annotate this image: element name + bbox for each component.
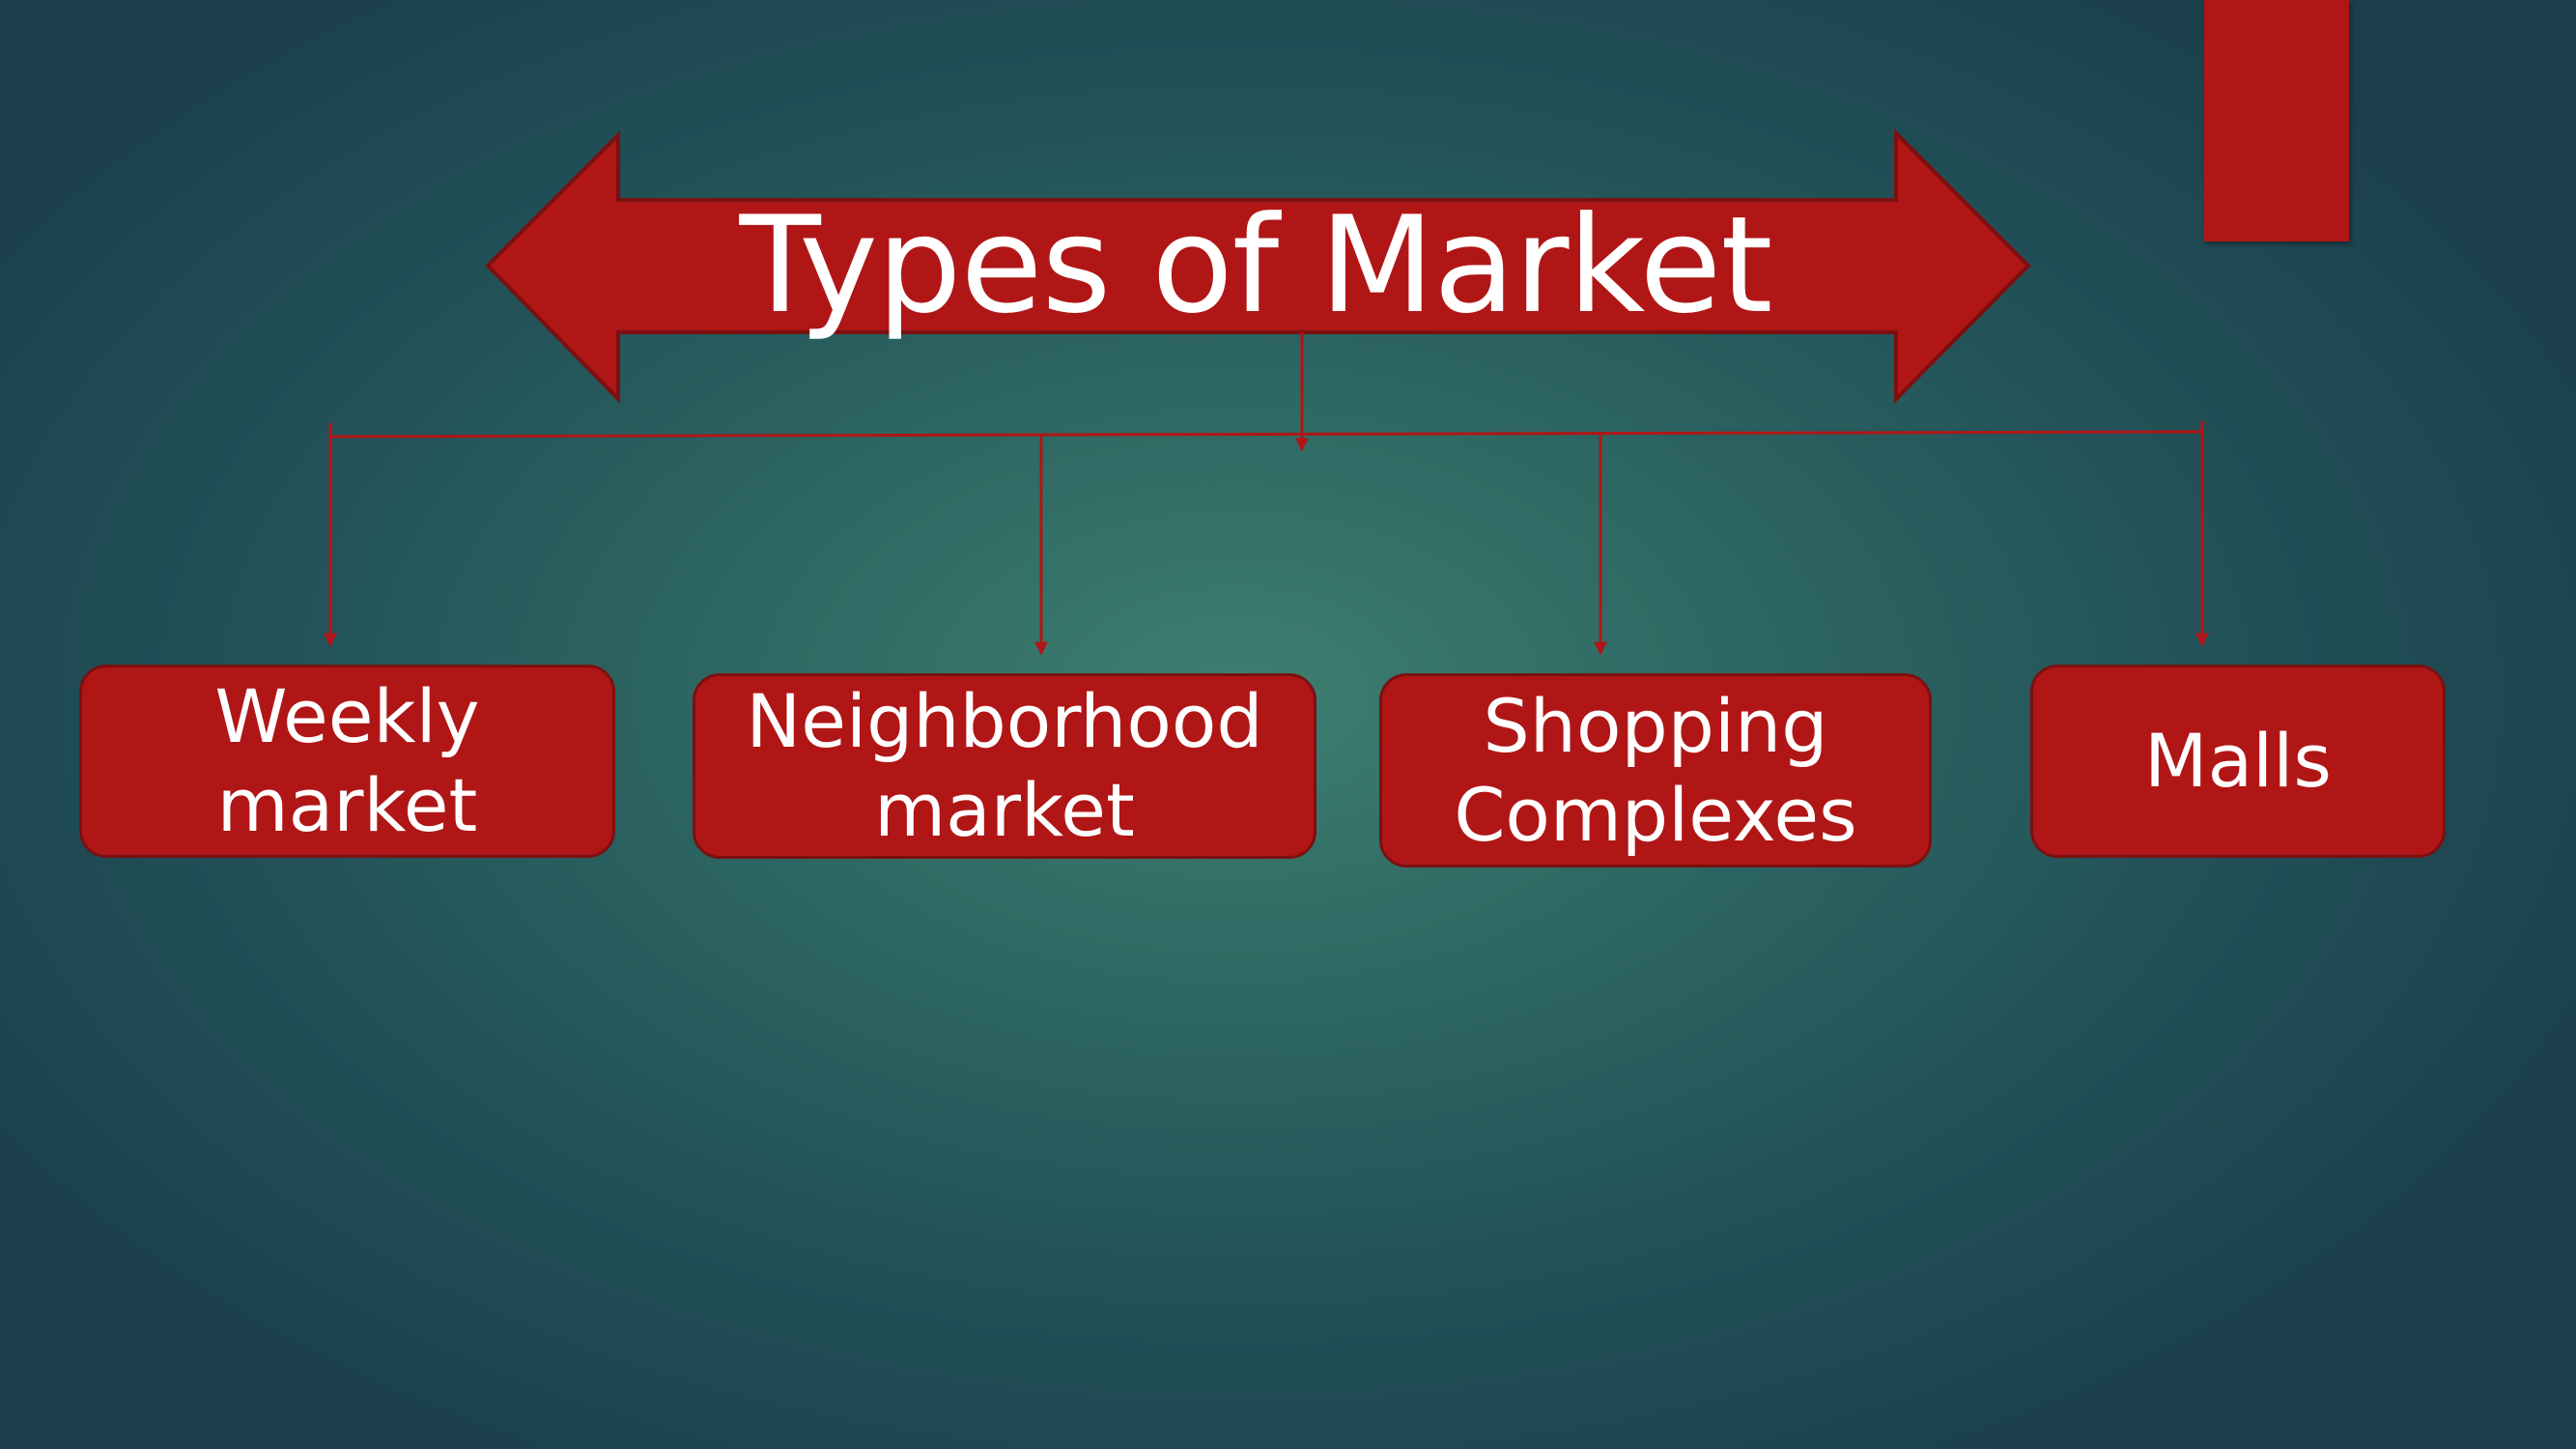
node-neighborhood-market: Neighborhood market	[693, 673, 1316, 859]
diagram-title: Types of Market	[739, 187, 1773, 343]
node-shopping-complexes: Shopping Complexes	[1379, 673, 1932, 867]
horizontal-bus-connector	[329, 430, 2203, 439]
title-double-arrow	[485, 128, 2031, 404]
accent-bar	[2204, 0, 2349, 242]
node-malls: Malls	[2030, 665, 2446, 858]
node-weekly-market: Weekly market	[79, 665, 615, 858]
